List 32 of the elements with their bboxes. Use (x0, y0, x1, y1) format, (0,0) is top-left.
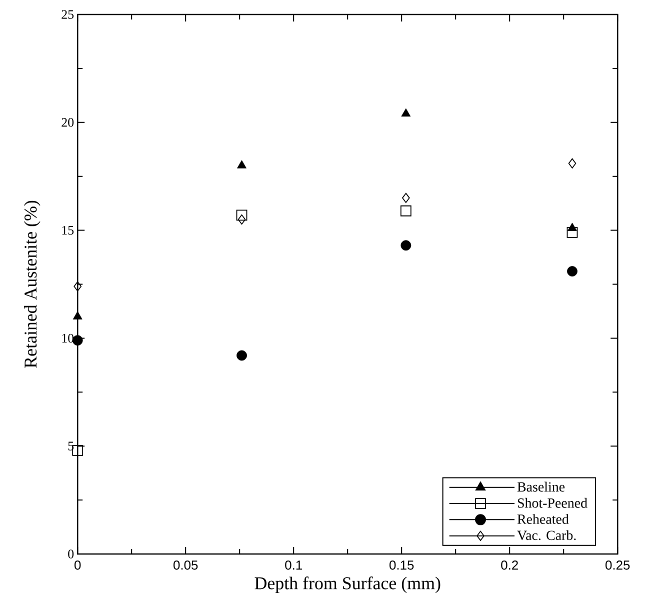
point (566, 227, 578, 238)
point (237, 160, 246, 168)
legend-label: Shot-Peened (518, 498, 588, 508)
x-axis-title: Depth from Surface (mm) (254, 576, 440, 593)
legend-label: Reheated (517, 514, 569, 524)
y-tick-label: 20 (62, 118, 74, 127)
x-tick-label: 0.25 (606, 560, 630, 570)
y-tick-label: 15 (62, 226, 74, 235)
point (72, 335, 83, 346)
point (72, 444, 84, 456)
point (568, 158, 576, 168)
point (238, 214, 246, 225)
point (401, 108, 411, 117)
legend-label: Vac. Carb. (517, 530, 576, 540)
x-tick-label: 0 (74, 560, 81, 570)
y-tick-label: 0 (68, 550, 74, 558)
point (400, 205, 412, 216)
point (400, 240, 412, 251)
point (567, 266, 578, 276)
legend-label: Baseline (517, 482, 565, 492)
x-tick-label: 0.15 (390, 560, 414, 570)
y-axis-title: Retained Austenite (%) (24, 200, 40, 368)
point (72, 311, 82, 320)
point (74, 281, 82, 292)
point (236, 350, 247, 361)
x-tick-label: 0.2 (501, 560, 518, 570)
x-tick-label: 0.05 (173, 560, 198, 570)
point (236, 210, 248, 221)
y-tick-label: 10 (62, 334, 74, 343)
y-tick-label: 25 (62, 10, 74, 19)
x-tick-label: 0.1 (285, 560, 302, 570)
point (402, 192, 410, 203)
